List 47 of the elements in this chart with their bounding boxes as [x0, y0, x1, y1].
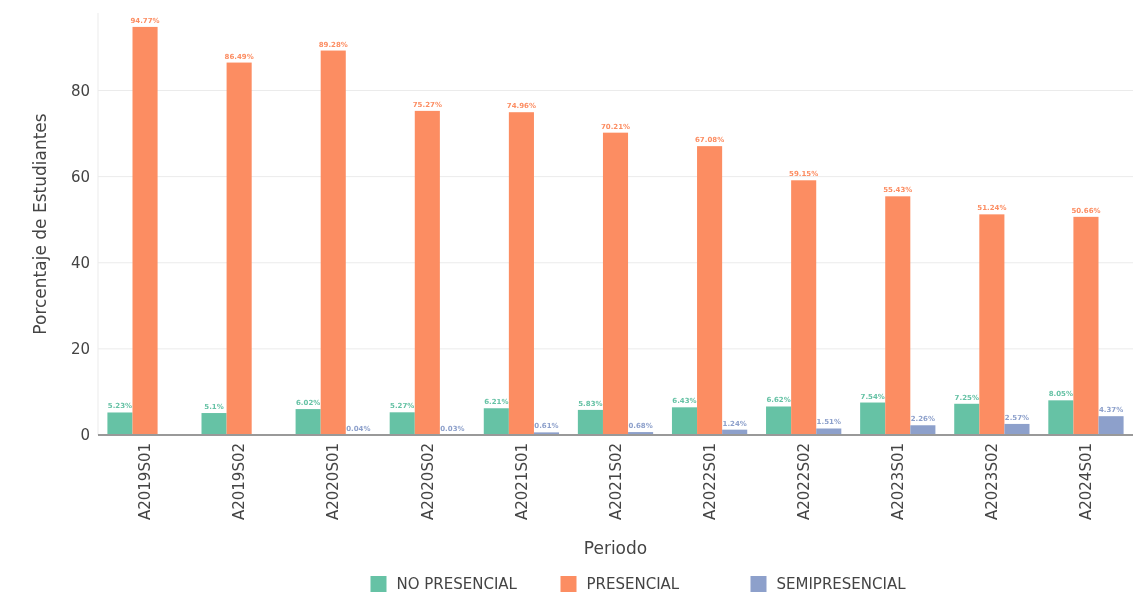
bar: [483, 408, 509, 435]
y-axis-title: Porcentaje de Estudiantes: [30, 113, 50, 335]
bar: [320, 50, 346, 435]
y-tick-label: 80: [70, 81, 90, 100]
x-tick-label: A2022S02: [794, 443, 813, 521]
bar: [1048, 400, 1074, 435]
bar: [816, 428, 842, 435]
x-tick-label: A2021S01: [512, 443, 531, 521]
bar: [671, 407, 698, 435]
legend-label: PRESENCIAL: [586, 575, 680, 594]
bar: [295, 409, 321, 435]
bar: [201, 413, 227, 435]
bar: [132, 26, 158, 435]
bar: [577, 409, 603, 435]
bar: [602, 132, 629, 435]
x-tick-label: A2020S02: [418, 443, 437, 521]
x-axis-title: Periodo: [583, 538, 648, 558]
bar: [389, 412, 415, 435]
x-tick-label: A2020S01: [324, 443, 343, 521]
x-tick-label: A2021S02: [606, 443, 625, 521]
bar: [226, 62, 252, 435]
x-tick-label: A2022S01: [700, 443, 719, 521]
x-tick-label: A2024S01: [1077, 443, 1096, 521]
y-tick-label: 40: [70, 254, 90, 273]
bar: [508, 112, 534, 435]
x-tick-label: A2019S02: [230, 443, 249, 521]
legend-label: SEMIPRESENCIAL: [776, 575, 907, 594]
x-tick-label: A2023S01: [889, 443, 908, 521]
bar: [697, 146, 723, 435]
bar: [791, 180, 817, 435]
bar: [1004, 423, 1030, 435]
y-tick-label: 0: [80, 426, 90, 445]
y-tick-label: 20: [70, 340, 90, 359]
bar: [979, 214, 1005, 435]
bar: [954, 403, 980, 435]
bar: [910, 425, 936, 435]
bar: [107, 412, 133, 435]
bar: [1098, 416, 1124, 435]
bar: [860, 402, 886, 435]
bar: [414, 110, 440, 435]
x-tick-label: A2019S01: [136, 443, 155, 521]
x-tick-label: A2023S02: [983, 443, 1002, 521]
bar: [766, 406, 792, 435]
legend-label: NO PRESENCIAL: [396, 575, 518, 594]
y-tick-label: 60: [70, 167, 90, 186]
bar: [1073, 216, 1099, 435]
bar: [885, 196, 911, 435]
